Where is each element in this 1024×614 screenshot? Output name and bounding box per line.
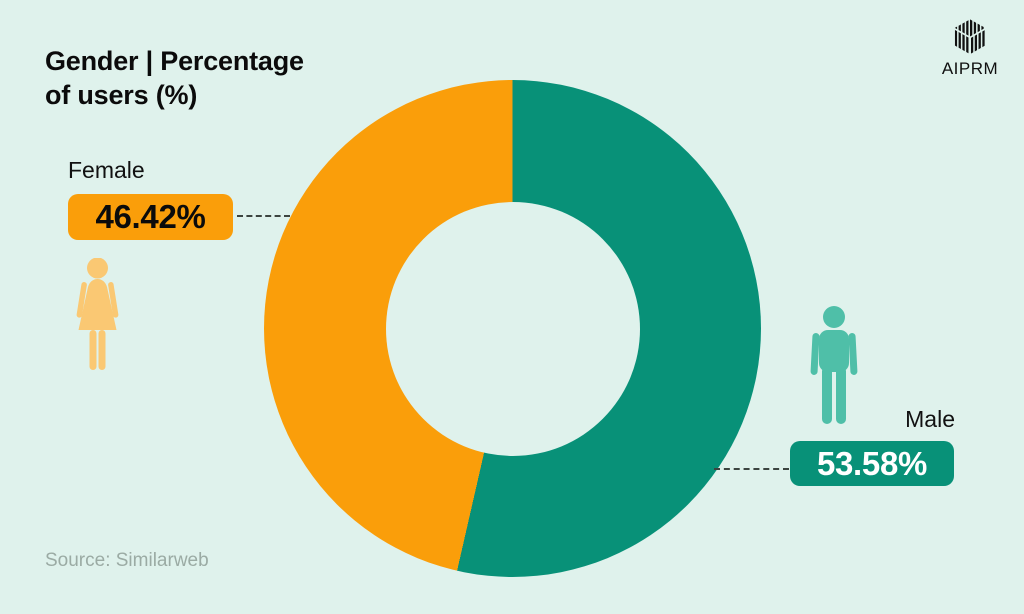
chart-title: Gender | Percentage of users (%) [45, 44, 304, 112]
male-label: Male [905, 406, 955, 432]
male-person-icon [810, 306, 858, 424]
donut-chart [264, 80, 761, 577]
chart-title-line2: of users (%) [45, 80, 198, 110]
donut-hole [385, 201, 640, 456]
female-connector-line [237, 215, 290, 217]
female-label: Female [68, 157, 145, 183]
female-value: 46.42% [95, 198, 206, 235]
male-value-box: 53.58% [790, 441, 954, 486]
male-connector-line [714, 468, 789, 470]
brand-block: AIPRM [925, 16, 1015, 79]
male-value: 53.58% [816, 445, 928, 482]
brand-name: AIPRM [941, 59, 999, 78]
chart-title-line1: Gender | Percentage [45, 46, 304, 76]
female-person-icon [76, 258, 119, 370]
female-value-box: 46.42% [68, 194, 233, 240]
source-note: Source: Similarweb [45, 550, 209, 571]
aiprm-logo-icon [954, 19, 985, 54]
